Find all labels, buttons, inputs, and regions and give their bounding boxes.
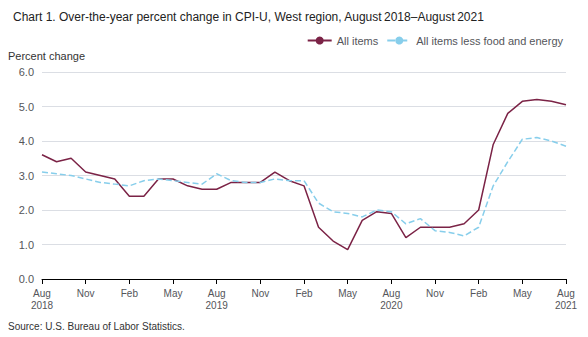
- svg-text:Feb: Feb: [470, 288, 488, 299]
- svg-text:0.0: 0.0: [19, 273, 34, 285]
- svg-text:Feb: Feb: [295, 288, 313, 299]
- svg-text:Source: U.S. Bureau of Labor S: Source: U.S. Bureau of Labor Statistics.: [8, 321, 185, 332]
- svg-text:5.0: 5.0: [19, 101, 34, 113]
- svg-text:Aug: Aug: [33, 288, 51, 299]
- svg-text:All items less food and energy: All items less food and energy: [416, 35, 563, 47]
- svg-text:May: May: [164, 288, 183, 299]
- svg-text:Feb: Feb: [121, 288, 139, 299]
- svg-text:May: May: [513, 288, 532, 299]
- svg-text:Aug: Aug: [208, 288, 226, 299]
- svg-text:2.0: 2.0: [19, 204, 34, 216]
- svg-text:Nov: Nov: [251, 288, 269, 299]
- svg-text:Nov: Nov: [77, 288, 95, 299]
- svg-text:All items: All items: [337, 35, 379, 47]
- svg-text:2020: 2020: [380, 300, 403, 311]
- svg-text:Aug: Aug: [382, 288, 400, 299]
- svg-text:Nov: Nov: [426, 288, 444, 299]
- svg-text:2018: 2018: [31, 300, 54, 311]
- svg-text:2019: 2019: [206, 300, 229, 311]
- svg-text:3.0: 3.0: [19, 170, 34, 182]
- svg-text:2021: 2021: [555, 300, 578, 311]
- svg-text:May: May: [338, 288, 357, 299]
- svg-text:4.0: 4.0: [19, 135, 34, 147]
- svg-text:6.0: 6.0: [19, 66, 34, 78]
- svg-text:1.0: 1.0: [19, 239, 34, 251]
- svg-text:Aug: Aug: [557, 288, 575, 299]
- svg-text:Chart 1. Over-the-year percent: Chart 1. Over-the-year percent change in…: [13, 10, 484, 24]
- svg-text:Percent change: Percent change: [8, 50, 85, 62]
